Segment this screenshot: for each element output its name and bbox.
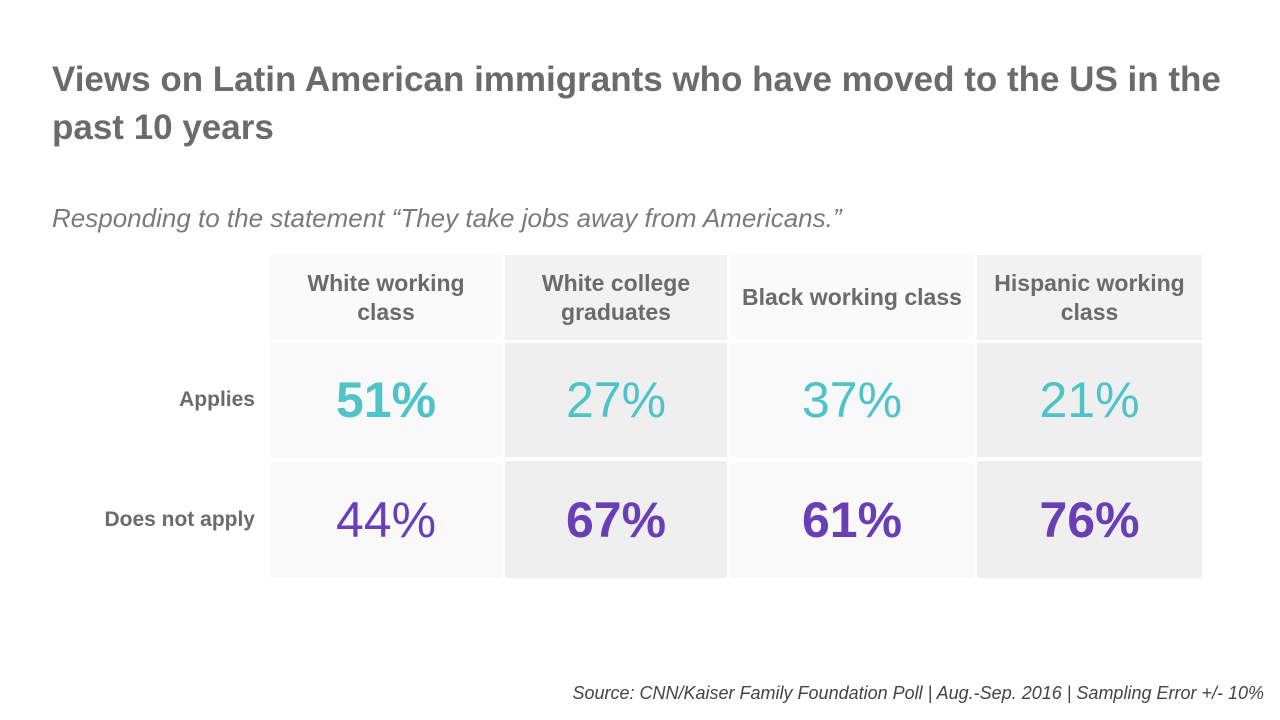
source: Source: CNN/Kaiser Family Foundation Pol…: [572, 683, 1265, 703]
table-cell: 44%: [270, 461, 502, 578]
table-cell: 21%: [977, 343, 1202, 457]
subtitle: Responding to the statement “They take j…: [52, 203, 842, 233]
table-cell: 37%: [730, 343, 974, 457]
column-header: Black working class: [730, 255, 974, 340]
row-label: Applies: [179, 388, 255, 411]
table-cell: 51%: [270, 343, 502, 457]
title: Views on Latin American immigrants who h…: [52, 60, 1221, 147]
column-header: White working class: [270, 255, 502, 340]
row-label: Does not apply: [104, 507, 255, 531]
table-cell: 67%: [505, 461, 727, 578]
table-cell: 61%: [730, 461, 974, 578]
column-header: White college graduates: [505, 255, 727, 340]
table-cell: 27%: [505, 343, 727, 457]
column-header: Hispanic working class: [977, 255, 1202, 340]
table-cell: 76%: [977, 461, 1202, 578]
